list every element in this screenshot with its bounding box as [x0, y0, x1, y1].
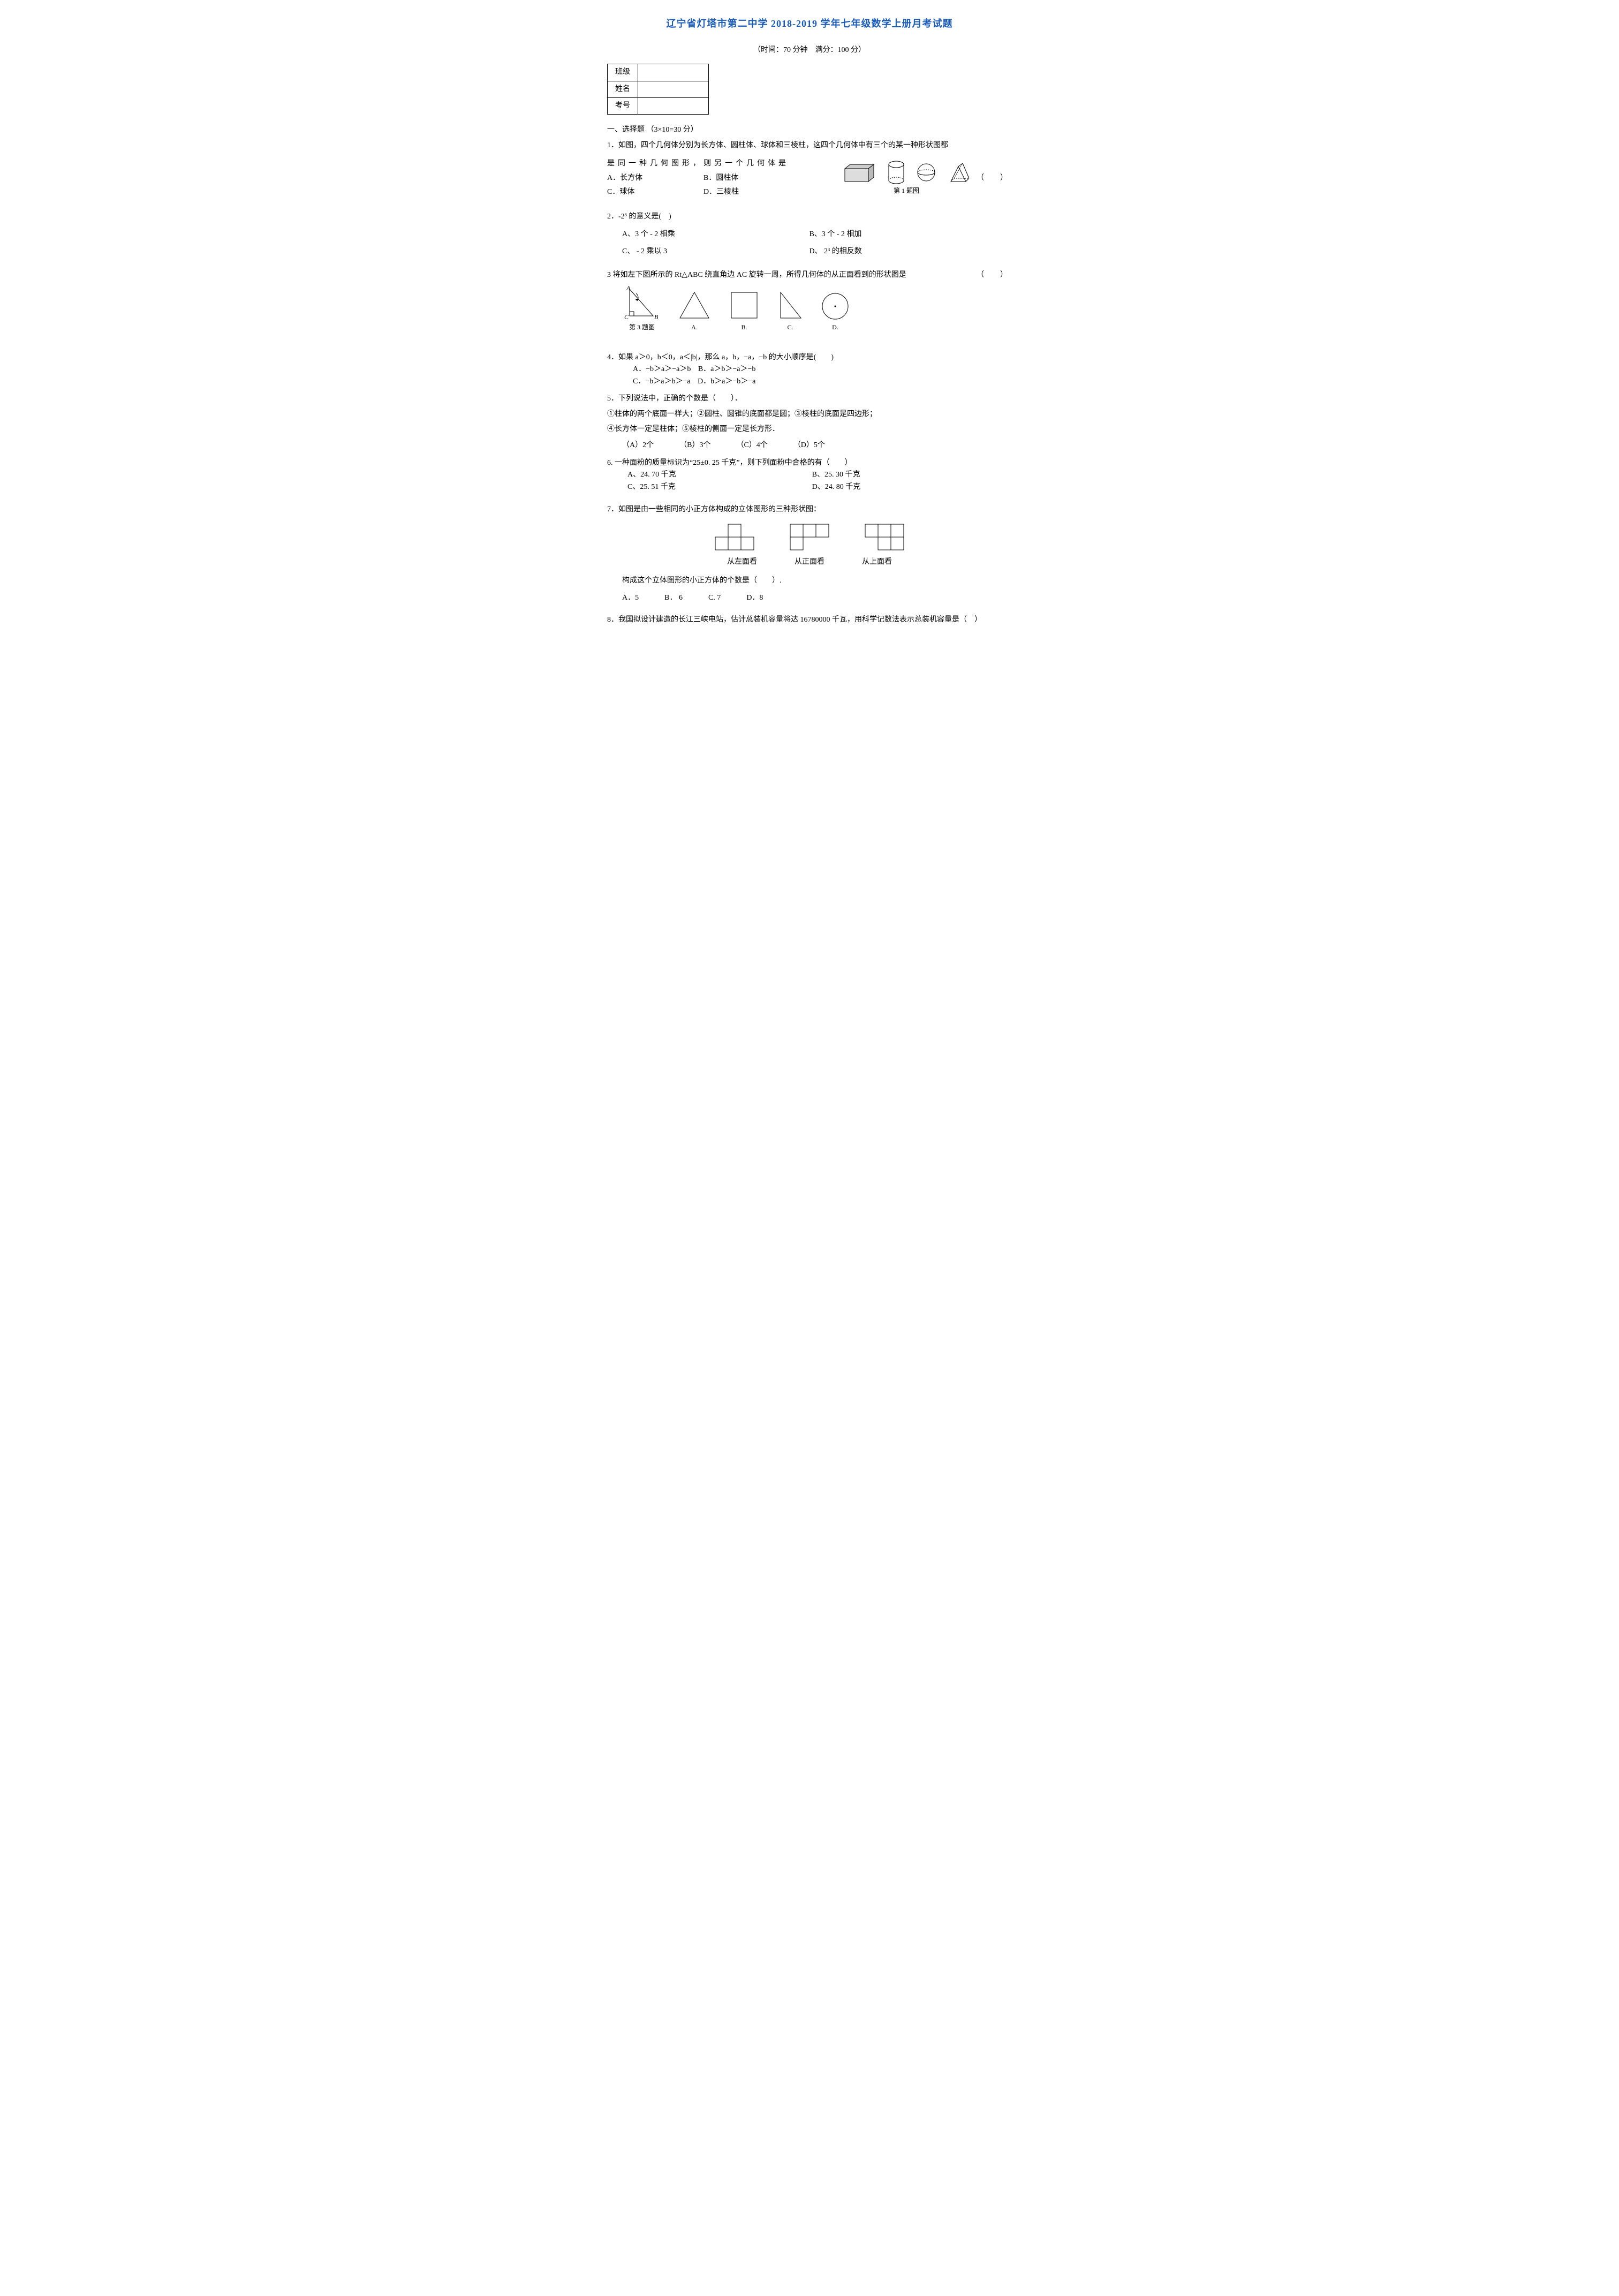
q4-opt-b: B．a＞b＞−a＞−b — [698, 365, 756, 373]
q7-label-front: 从正面看 — [795, 556, 824, 568]
q1-paren: （ ） — [977, 172, 1012, 184]
q7-top-view — [863, 523, 906, 552]
q6-opt-c: C、25. 51 千克 — [627, 481, 812, 493]
q2-opt-d: D、 2³ 的相反数 — [809, 246, 996, 258]
q3-label-d: D. — [820, 322, 850, 333]
q7-opt-c: C. 7 — [708, 592, 721, 604]
question-1: 1．如图，四个几何体分别为长方体、圆柱体、球体和三棱柱，这四个几何体中有三个的某… — [607, 140, 1012, 199]
q3-label-a: A. — [676, 322, 713, 333]
q3-opt-c-shape — [775, 289, 805, 321]
q5-line1: ①柱体的两个底面一样大；②圆柱、圆锥的底面都是圆；③棱柱的底面是四边形； — [607, 409, 1012, 420]
q1-text1: 1．如图，四个几何体分别为长方体、圆柱体、球体和三棱柱，这四个几何体中有三个的某… — [607, 140, 1012, 152]
q4-opt-d: D．b＞a＞−b＞−a — [698, 377, 755, 386]
cuboid-icon — [843, 162, 877, 183]
q3-opt-b-shape — [728, 289, 760, 321]
q7-label-left: 从左面看 — [727, 556, 757, 568]
q2-opt-b: B、3 个 - 2 相加 — [809, 229, 996, 240]
q7-opt-d: D．8 — [746, 592, 763, 604]
q3-paren: （ ） — [977, 269, 1012, 281]
page-subtitle: （时间：70 分钟 满分：100 分） — [607, 44, 1012, 56]
q5-text: 5．下列说法中，正确的个数是（ ）． — [607, 393, 1012, 405]
q5-opt-d: （D）5个 — [793, 440, 825, 451]
q7-opt-b: B． 6 — [664, 592, 683, 604]
q1-caption: 第 1 题图 — [843, 186, 970, 196]
info-row-id: 考号 — [608, 97, 638, 114]
q2-opt-c: C、 - 2 乘以 3 — [622, 246, 809, 258]
question-5: 5．下列说法中，正确的个数是（ ）． ①柱体的两个底面一样大；②圆柱、圆锥的底面… — [607, 393, 1012, 452]
info-blank — [638, 64, 709, 81]
svg-text:A: A — [626, 285, 631, 292]
info-table: 班级 姓名 考号 — [607, 64, 709, 115]
q1-opt-b: B．圆柱体 — [703, 172, 789, 184]
question-7: 7．如图是由一些相同的小正方体构成的立体图形的三种形状图： 从左面看 从正面看 … — [607, 504, 1012, 605]
q6-opt-d: D、24. 80 千克 — [812, 481, 997, 493]
svg-text:C: C — [624, 313, 629, 321]
info-blank — [638, 81, 709, 97]
question-6: 6. 一种面粉的质量标识为“25±0. 25 千克”，则下列面粉中合格的有（ ）… — [607, 457, 1012, 493]
page-title: 辽宁省灯塔市第二中学 2018-2019 学年七年级数学上册月考试题 — [607, 16, 1012, 32]
q7-label-top: 从上面看 — [862, 556, 892, 568]
question-4: 4．如果 a＞0，b＜0，a＜|b|，那么 a，b，−a，−b 的大小顺序是( … — [607, 352, 1012, 388]
q7-left-view — [713, 523, 756, 552]
q5-opt-c: （C）4个 — [736, 440, 767, 451]
q6-opt-b: B、25. 30 千克 — [812, 469, 997, 481]
q3-text: 3 将如左下图所示的 Rt△ABC 绕直角边 AC 旋转一周，所得几何体的从正面… — [607, 269, 906, 281]
q4-opt-a: A．−b＞a＞−a＞b — [633, 365, 691, 373]
q3-figure-triangle: A C B — [623, 285, 661, 321]
section-heading: 一、选择题 （3×10=30 分） — [607, 124, 1012, 136]
question-3: 3 将如左下图所示的 Rt△ABC 绕直角边 AC 旋转一周，所得几何体的从正面… — [607, 269, 1012, 333]
prism-icon — [947, 160, 970, 185]
q3-caption: 第 3 题图 — [623, 322, 661, 333]
q5-opt-a: （A）2个 — [622, 440, 654, 451]
q3-opt-d-shape — [820, 291, 850, 321]
q3-label-c: C. — [775, 322, 805, 333]
svg-text:B: B — [654, 313, 659, 321]
q5-line2: ④长方体一定是柱体；⑤棱柱的侧面一定是长方形． — [607, 424, 1012, 435]
q4-text: 4．如果 a＞0，b＜0，a＜|b|，那么 a，b，−a，−b 的大小顺序是( … — [607, 352, 1012, 364]
info-blank — [638, 97, 709, 114]
q3-opt-a-shape — [676, 289, 713, 321]
q2-text: 2．-2³ 的意义是( ) — [607, 211, 1012, 223]
info-row-class: 班级 — [608, 64, 638, 81]
q6-text: 6. 一种面粉的质量标识为“25±0. 25 千克”，则下列面粉中合格的有（ ） — [607, 457, 1012, 469]
q7-text: 7．如图是由一些相同的小正方体构成的立体图形的三种形状图： — [607, 504, 1012, 516]
question-8: 8．我国拟设计建造的长江三峡电站，估计总装机容量将达 16780000 千瓦，用… — [607, 614, 1012, 626]
q6-opt-a: A、24. 70 千克 — [627, 469, 812, 481]
q5-opt-b: （B）3个 — [679, 440, 710, 451]
sphere-icon — [916, 162, 937, 183]
q1-opt-a: A．长方体 — [607, 172, 693, 184]
q3-label-b: B. — [728, 322, 760, 333]
q4-opt-c: C．−b＞a＞b＞−a — [633, 377, 691, 386]
info-row-name: 姓名 — [608, 81, 638, 97]
cylinder-icon — [887, 160, 906, 185]
q7-front-view — [788, 523, 831, 552]
q7-line: 构成这个立体图形的小正方体的个数是（ ）. — [622, 575, 1012, 587]
q8-text: 8．我国拟设计建造的长江三峡电站，估计总装机容量将达 16780000 千瓦，用… — [607, 614, 1012, 626]
q1-text2: 是同一种几何图形，则另一个几何体是 — [607, 158, 789, 170]
q2-opt-a: A、3 个 - 2 相乘 — [622, 229, 809, 240]
q1-opt-c: C．球体 — [607, 186, 693, 198]
q1-figure — [843, 160, 970, 185]
q7-opt-a: A．5 — [622, 592, 639, 604]
q1-opt-d: D．三棱柱 — [703, 186, 789, 198]
question-2: 2．-2³ 的意义是( ) A、3 个 - 2 相乘 B、3 个 - 2 相加 … — [607, 211, 1012, 258]
